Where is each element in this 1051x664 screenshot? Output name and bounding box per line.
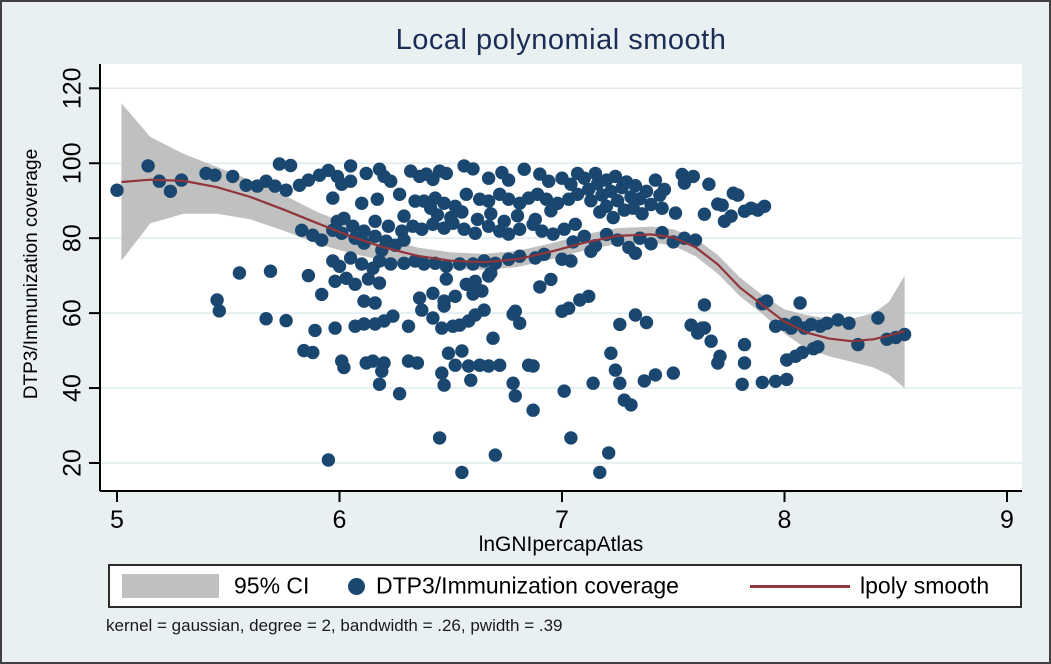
legend-scatter-label: DTP3/Immunization coverage	[376, 572, 679, 599]
legend-ci-swatch	[122, 574, 219, 598]
legend-ci-label: 95% CI	[234, 572, 310, 599]
kernel-note: kernel = gaussian, degree = 2, bandwidth…	[106, 616, 563, 635]
y-tick-label-100: 100	[59, 142, 87, 184]
x-tick-label-9: 9	[1000, 506, 1014, 534]
legend-scatter-marker-icon	[348, 578, 365, 595]
legend-line-sample	[750, 585, 850, 588]
x-tick-label-7: 7	[555, 506, 569, 534]
y-tick-label-80: 80	[59, 224, 87, 252]
axes	[89, 64, 1022, 502]
legend-box: 95% CI DTP3/Immunization coverage lpoly …	[108, 564, 1022, 608]
x-tick-label-6: 6	[333, 506, 347, 534]
smooth-line	[121, 178, 905, 343]
y-tick-label-20: 20	[59, 449, 87, 477]
y-tick-label-40: 40	[59, 374, 87, 402]
legend-line-label: lpoly smooth	[860, 572, 990, 599]
chart-title: Local polynomial smooth	[395, 24, 727, 56]
y-axis-title: DTP3/Immunization coverage	[21, 148, 42, 400]
x-axis-title: lnGNIpercapAtlas	[478, 533, 644, 556]
plot-background	[100, 64, 1022, 491]
x-tick-label-8: 8	[778, 506, 792, 534]
y-tick-label-120: 120	[59, 67, 87, 109]
x-tick-label-5: 5	[110, 506, 124, 534]
tick-labels: 5 6 7 8 9 20 40 60 80 100 120	[59, 67, 1014, 534]
y-tick-label-60: 60	[59, 299, 87, 327]
